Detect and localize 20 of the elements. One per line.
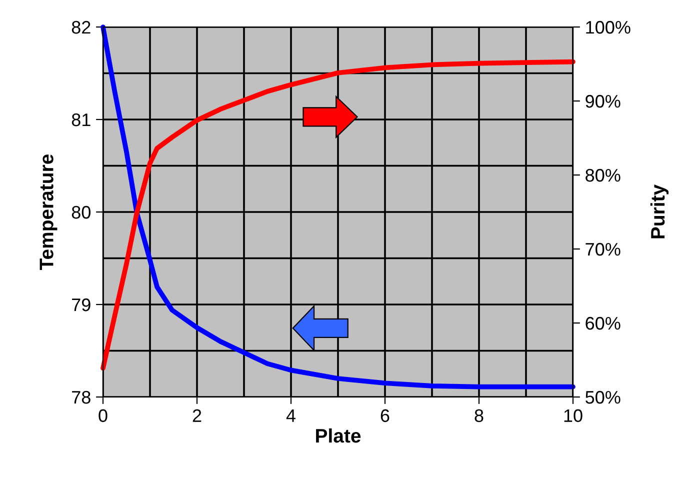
x-tick-label: 2 xyxy=(192,409,202,422)
y-tick-label: 79 xyxy=(72,298,90,312)
x-axis-title: Plate xyxy=(316,428,361,443)
x-tick-label: 10 xyxy=(564,409,582,422)
y-tick-label: 82 xyxy=(72,20,90,34)
y2-tick-label: 80% xyxy=(586,168,620,182)
y-tick-label: 78 xyxy=(72,390,90,404)
x-tick-label: 8 xyxy=(474,409,484,422)
y2-tick-label: 70% xyxy=(586,242,620,256)
y2-tick-label: 90% xyxy=(586,94,620,108)
x-tick-label: 4 xyxy=(286,409,296,422)
y2-tick-label: 50% xyxy=(586,390,620,404)
y2-tick-label: 60% xyxy=(586,316,620,330)
x-tick-label: 6 xyxy=(380,409,390,422)
y-tick-label: 81 xyxy=(72,113,90,126)
y-axis-title: Temperature xyxy=(40,154,58,270)
y-tick-label: 80 xyxy=(72,206,90,219)
x-tick-label: 0 xyxy=(98,409,108,422)
y2-axis-title: Purity xyxy=(650,184,669,238)
y2-tick-label: 100% xyxy=(586,20,630,34)
